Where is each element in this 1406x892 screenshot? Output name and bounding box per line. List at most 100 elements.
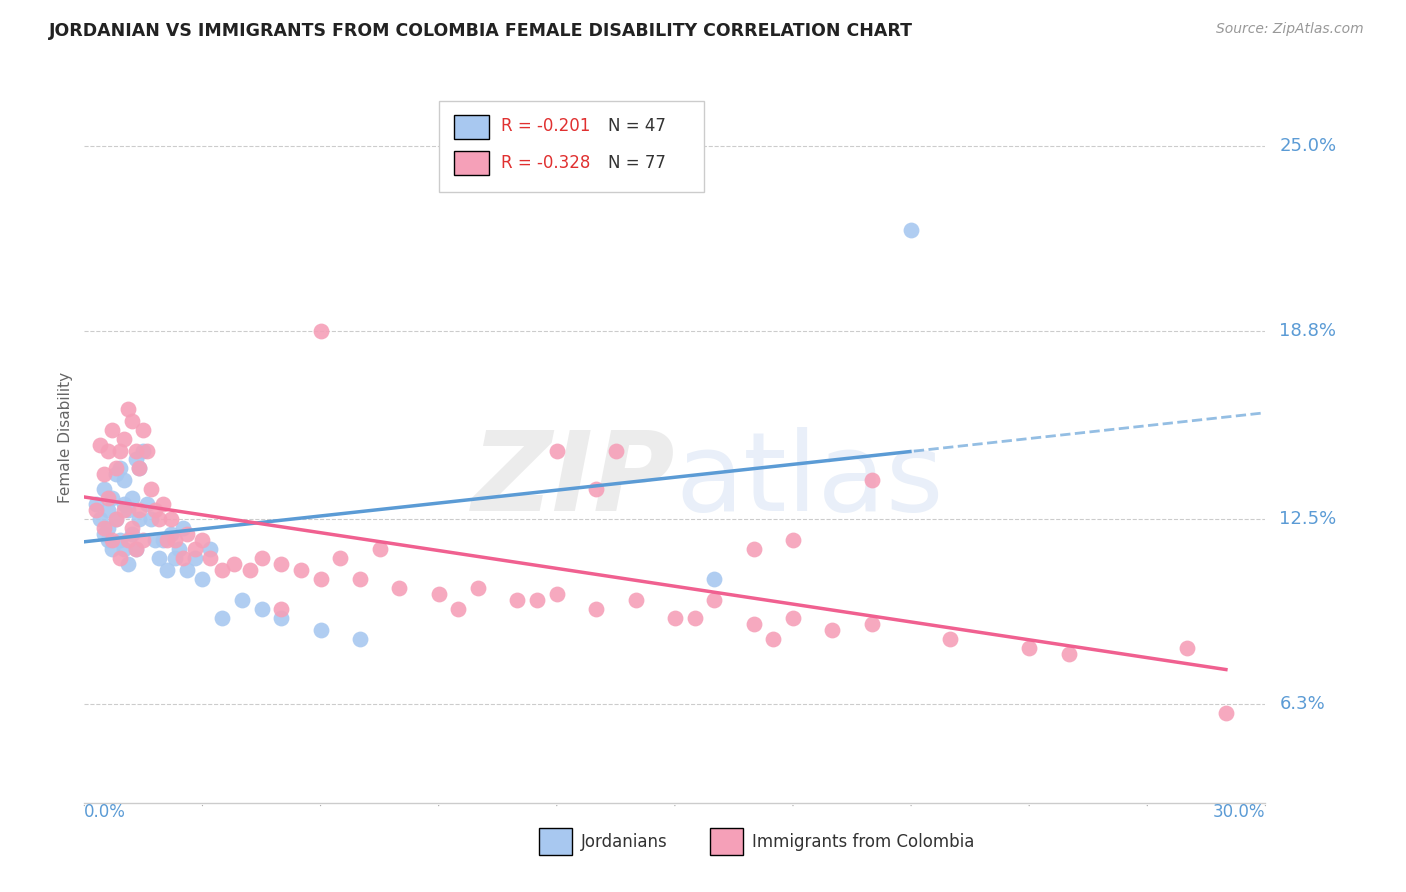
FancyBboxPatch shape (710, 828, 744, 855)
Point (1057, 647, 1080, 661)
Point (128, 461, 150, 475)
Point (1175, 640, 1198, 655)
Point (124, 443, 146, 458)
Point (250, 601, 273, 615)
Point (97, 503, 120, 517)
Text: 18.8%: 18.8% (1279, 322, 1336, 340)
Text: 0.0%: 0.0% (84, 803, 127, 821)
Point (703, 592, 725, 607)
Point (211, 563, 233, 577)
Point (97, 491, 120, 506)
Point (290, 563, 312, 577)
Point (104, 512, 127, 526)
Text: R = -0.201: R = -0.201 (502, 117, 591, 136)
Point (132, 443, 155, 458)
Point (388, 581, 411, 595)
Point (101, 542, 124, 557)
Point (112, 432, 135, 446)
Point (664, 610, 686, 624)
Point (108, 461, 131, 475)
Point (1018, 640, 1040, 655)
Text: ZIP: ZIP (471, 427, 675, 534)
Point (124, 452, 146, 467)
Point (742, 616, 765, 631)
Text: N = 77: N = 77 (607, 153, 665, 172)
Point (191, 533, 214, 547)
Point (104, 512, 127, 526)
Point (121, 527, 143, 541)
Text: Immigrants from Colombia: Immigrants from Colombia (752, 832, 974, 851)
Point (585, 483, 607, 497)
Point (93, 527, 115, 541)
Point (136, 497, 159, 511)
Point (132, 533, 155, 547)
Point (121, 521, 143, 535)
Point (349, 632, 371, 646)
Point (211, 610, 233, 624)
Text: JORDANIAN VS IMMIGRANTS FROM COLOMBIA FEMALE DISABILITY CORRELATION CHART: JORDANIAN VS IMMIGRANTS FROM COLOMBIA FE… (49, 22, 914, 40)
Point (84, 503, 107, 517)
Point (89, 512, 111, 526)
Point (782, 533, 804, 547)
Point (585, 601, 607, 615)
Point (231, 592, 253, 607)
Point (93, 467, 115, 482)
Point (270, 557, 292, 571)
Point (156, 563, 179, 577)
Point (136, 443, 159, 458)
Point (89, 437, 111, 451)
Point (546, 443, 568, 458)
Point (108, 443, 131, 458)
Point (163, 533, 186, 547)
Point (546, 587, 568, 601)
Point (782, 610, 804, 624)
Point (152, 497, 174, 511)
FancyBboxPatch shape (538, 828, 572, 855)
Point (270, 610, 292, 624)
Point (97, 521, 120, 535)
Point (624, 592, 647, 607)
Text: N = 47: N = 47 (607, 117, 665, 136)
Y-axis label: Female Disability: Female Disability (58, 371, 73, 503)
Point (172, 551, 194, 566)
Point (742, 542, 765, 557)
Point (152, 533, 174, 547)
Point (222, 557, 245, 571)
Point (101, 423, 124, 437)
Point (132, 423, 155, 437)
Point (239, 563, 262, 577)
Point (762, 632, 785, 646)
Point (148, 551, 170, 566)
Point (368, 542, 391, 557)
Point (467, 581, 489, 595)
Point (349, 572, 371, 586)
Point (172, 521, 194, 535)
Point (112, 542, 135, 557)
Point (108, 551, 131, 566)
Point (124, 542, 146, 557)
Point (121, 491, 143, 506)
FancyBboxPatch shape (454, 151, 489, 175)
Point (124, 542, 146, 557)
Point (309, 572, 332, 586)
FancyBboxPatch shape (439, 101, 704, 192)
Text: 12.5%: 12.5% (1279, 510, 1337, 528)
Point (101, 533, 124, 547)
Point (506, 592, 529, 607)
Point (141, 512, 163, 526)
Point (117, 503, 139, 517)
FancyBboxPatch shape (454, 114, 489, 138)
Point (1215, 706, 1237, 721)
Text: Source: ZipAtlas.com: Source: ZipAtlas.com (1216, 22, 1364, 37)
Text: R = -0.328: R = -0.328 (502, 153, 591, 172)
Point (84, 497, 107, 511)
Point (821, 623, 844, 637)
Text: 30.0%: 30.0% (1213, 803, 1265, 821)
Point (191, 572, 214, 586)
Point (860, 616, 883, 631)
Point (93, 521, 115, 535)
Point (447, 601, 470, 615)
Point (128, 503, 150, 517)
Point (117, 533, 139, 547)
Point (112, 474, 135, 488)
